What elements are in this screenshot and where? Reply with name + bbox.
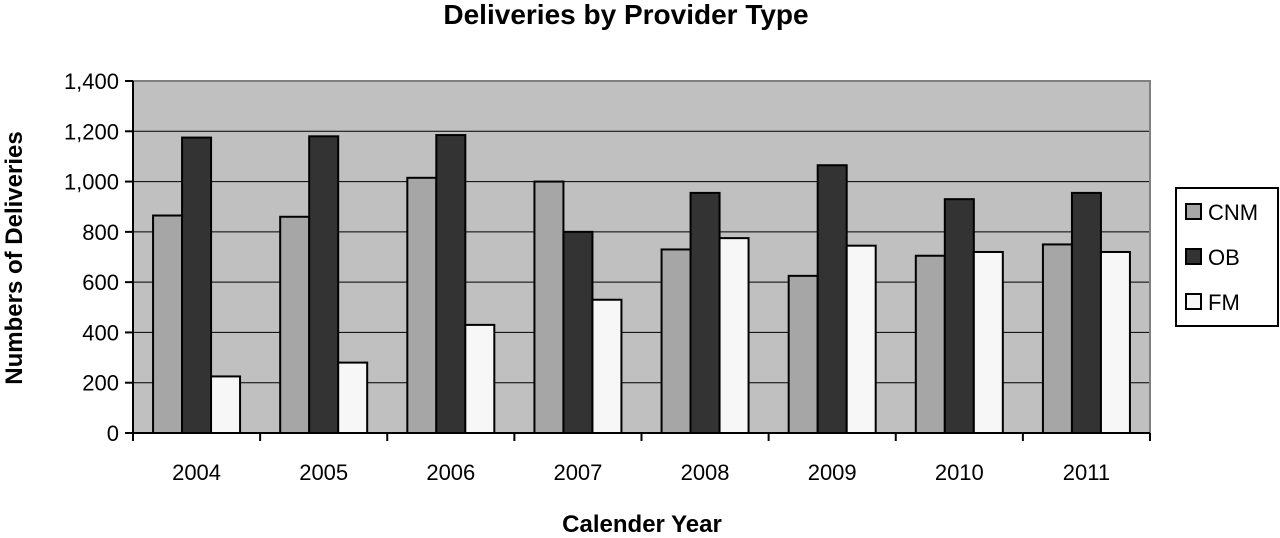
bar-fm-2010	[972, 250, 1004, 434]
bar-ob-2010	[943, 198, 975, 434]
x-tick-label: 2007	[553, 460, 602, 485]
bar-fm-2005	[337, 361, 369, 435]
bar-cnm-2007	[533, 180, 565, 434]
legend-swatch-ob	[1185, 248, 1202, 265]
x-tick-label: 2006	[426, 460, 475, 485]
y-tick-label: 800	[82, 220, 119, 245]
y-axis-title: Numbers of Deliveries	[1, 131, 28, 384]
plot-border	[133, 80, 1151, 433]
bar-cnm-2004	[152, 214, 184, 434]
bar-ob-2009	[816, 164, 848, 434]
x-tick-label: 2011	[1063, 460, 1110, 485]
bar-fm-2004	[210, 375, 242, 434]
bar-cnm-2005	[279, 215, 311, 434]
bar-ob-2008	[689, 191, 721, 434]
bar-fm-2008	[718, 237, 750, 434]
x-tick-label: 2005	[299, 460, 348, 485]
bar-ob-2005	[308, 135, 340, 434]
bar-cnm-2008	[660, 248, 692, 434]
y-tick-label: 1,000	[64, 170, 119, 195]
y-tick-label: 200	[82, 371, 119, 396]
legend-label-ob: OB	[1208, 245, 1240, 270]
bar-ob-2007	[562, 230, 594, 434]
x-tick-label: 2008	[681, 460, 730, 485]
y-tick-label: 1,400	[64, 69, 119, 94]
x-tick-label: 2009	[808, 460, 857, 485]
bar-ob-2004	[181, 136, 213, 434]
legend: CNM OB FM	[1175, 187, 1279, 327]
bar-cnm-2009	[787, 274, 819, 434]
plot-area: 0 200 400 600 800 1,000 1,200 1,400 2004 2005 2006…	[64, 69, 1151, 485]
chart-title: Deliveries by Provider Type	[443, 0, 808, 30]
bar-fm-2007	[591, 298, 623, 434]
bar-cnm-2006	[406, 176, 438, 434]
bar-cnm-2010	[914, 254, 946, 434]
bar-fm-2009	[845, 244, 877, 434]
legend-label-cnm: CNM	[1208, 200, 1258, 225]
x-tick-label: 2010	[935, 460, 984, 485]
bar-fm-2006	[464, 323, 496, 434]
x-tick-label: 2004	[172, 460, 221, 485]
x-axis-title: Calender Year	[562, 511, 722, 533]
legend-swatch-cnm	[1185, 203, 1202, 220]
legend-label-fm: FM	[1208, 290, 1240, 315]
y-tick-label: 1,200	[64, 119, 119, 144]
bar-cnm-2011	[1041, 243, 1073, 434]
y-tick-label: 600	[82, 270, 119, 295]
y-tick-label: 0	[107, 421, 119, 446]
legend-swatch-fm	[1185, 293, 1202, 310]
bar-fm-2011	[1099, 250, 1131, 434]
y-tick-label: 400	[82, 320, 119, 345]
bar-ob-2011	[1070, 191, 1102, 434]
bar-ob-2006	[435, 134, 467, 435]
